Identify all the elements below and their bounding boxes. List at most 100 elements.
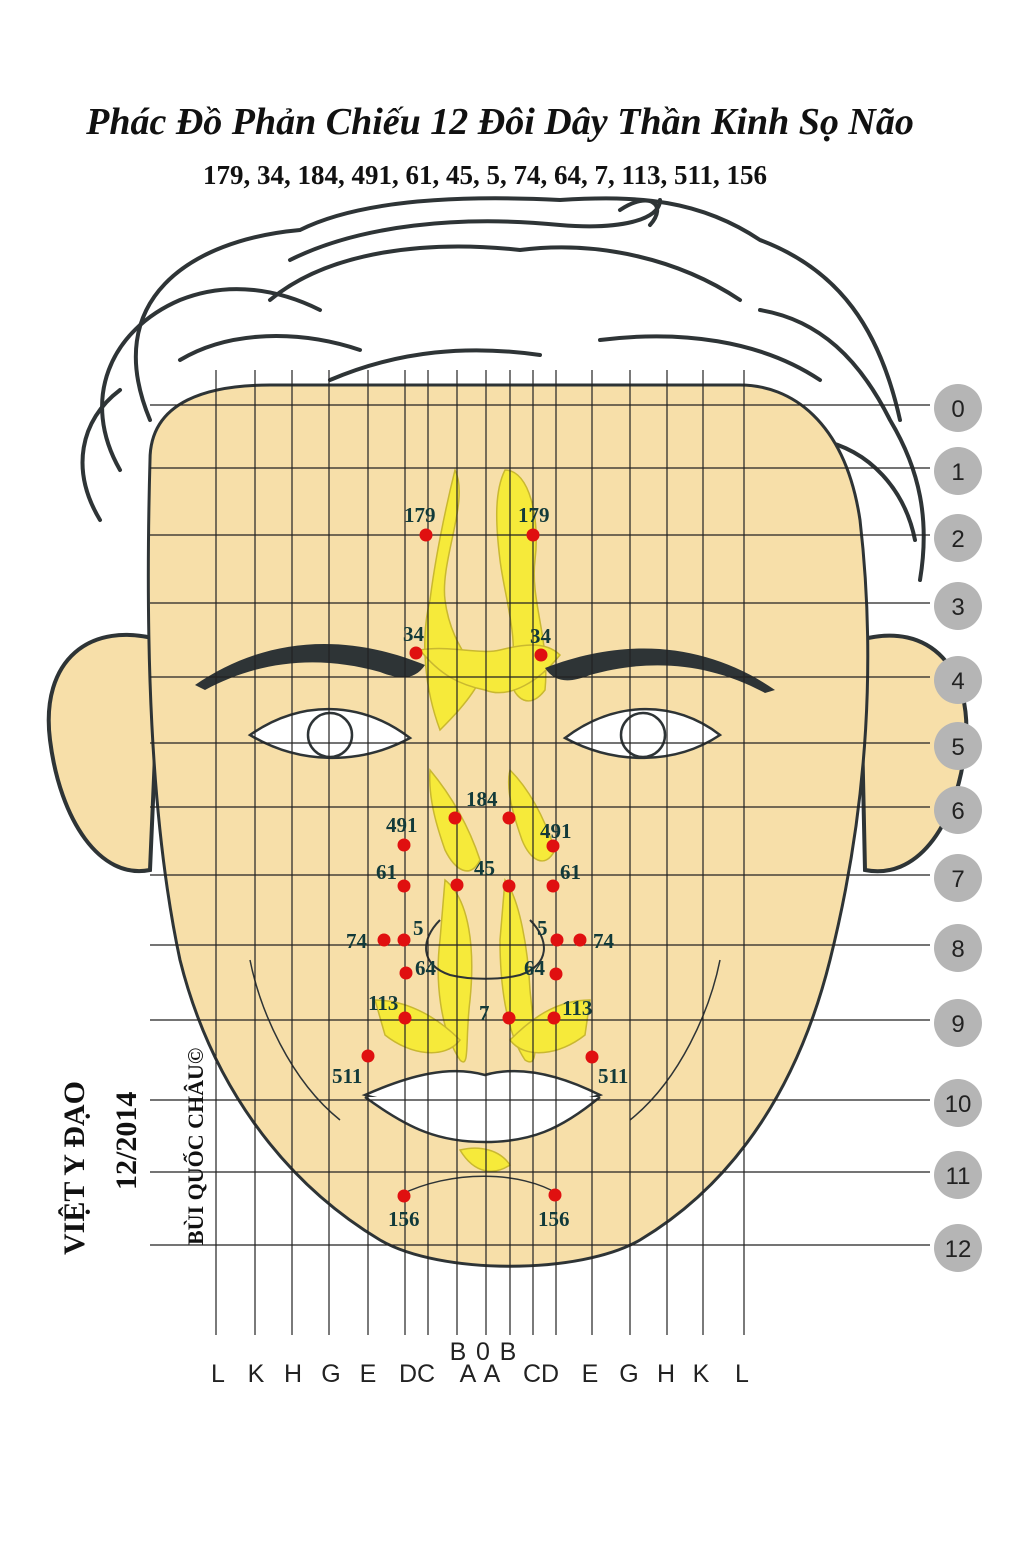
- reflex-point-label: 74: [593, 929, 615, 953]
- reflex-point-34-left: 34: [403, 622, 425, 660]
- column-label: G: [321, 1360, 340, 1388]
- reflex-point-label: 491: [386, 813, 418, 837]
- row-badge-label: 7: [951, 866, 964, 893]
- reflex-point-label: 156: [538, 1207, 570, 1231]
- reflex-point-dot: [397, 838, 411, 852]
- row-badge-label: 1: [951, 459, 964, 486]
- reflex-point-label: 511: [598, 1064, 628, 1088]
- column-label: A: [460, 1360, 477, 1388]
- reflex-point-dot: [399, 966, 413, 980]
- reflex-point-511-left: 511: [332, 1049, 375, 1088]
- reflex-point-dot: [377, 933, 391, 947]
- reflex-point-dot: [546, 879, 560, 893]
- reflex-point-dot: [397, 879, 411, 893]
- reflex-point-dot: [547, 1011, 561, 1025]
- grid-lines: [150, 370, 930, 1335]
- reflex-point-label: 61: [560, 860, 581, 884]
- page-title: Phác Đồ Phản Chiếu 12 Đôi Dây Thần Kinh …: [86, 101, 914, 143]
- reflex-point-label: 34: [530, 624, 552, 648]
- row-badge-0: 0: [934, 384, 982, 432]
- reflex-point-179-left: 179: [404, 503, 436, 542]
- row-badge-circle: [934, 722, 982, 770]
- row-badge-label: 11: [946, 1163, 971, 1190]
- row-badge-label: 2: [951, 526, 964, 553]
- reflex-point-dot: [409, 646, 423, 660]
- reflex-point-label: 5: [413, 916, 424, 940]
- row-badge-circle: [934, 384, 982, 432]
- reflex-point-dot: [502, 1011, 516, 1025]
- reflex-point-61-left: 61: [376, 860, 411, 893]
- reflex-point-113-left: 113: [368, 991, 412, 1025]
- column-label: K: [693, 1360, 710, 1388]
- row-badge-8: 8: [934, 924, 982, 972]
- reflex-point-dot: [361, 1049, 375, 1063]
- row-badge-10: 10: [934, 1079, 982, 1127]
- column-label: A: [484, 1360, 501, 1388]
- reflex-point-dot: [548, 1188, 562, 1202]
- reflex-point-dot: [419, 528, 433, 542]
- column-label-top: B: [450, 1338, 467, 1366]
- reflex-point-label: 45: [474, 856, 495, 880]
- reflex-point-156-right: 156: [538, 1188, 570, 1231]
- row-badge-4: 4: [934, 656, 982, 704]
- column-label: CD: [523, 1360, 559, 1388]
- reflex-point-label: 113: [562, 996, 592, 1020]
- reflex-point-dot: [546, 839, 560, 853]
- reflex-point-label: 184: [466, 787, 498, 811]
- row-badge-3: 3: [934, 582, 982, 630]
- date-label: 12/2014: [110, 1091, 143, 1190]
- reflex-point-dot: [549, 967, 563, 981]
- reflex-point-label: 179: [404, 503, 436, 527]
- reflex-point-64-right: 64: [524, 956, 563, 981]
- column-label: G: [619, 1360, 638, 1388]
- reflex-point-5-right: 5: [537, 916, 564, 947]
- row-badge-label: 12: [945, 1236, 972, 1263]
- row-badge-7: 7: [934, 854, 982, 902]
- column-label: K: [248, 1360, 265, 1388]
- row-badge-12: 12: [934, 1224, 982, 1272]
- reflex-point-34-right: 34: [530, 624, 552, 662]
- row-badge-label: 9: [951, 1011, 964, 1038]
- reflex-point-label: 511: [332, 1064, 362, 1088]
- reflex-point-label: 7: [479, 1001, 490, 1025]
- column-label: L: [211, 1360, 225, 1388]
- hair-illustration: [80, 196, 926, 582]
- reflex-point-dot: [397, 1189, 411, 1203]
- reflex-point-dot: [448, 811, 462, 825]
- reflex-point-dot: [502, 811, 516, 825]
- column-label: H: [284, 1360, 302, 1388]
- reflex-point-179-right: 179: [518, 503, 550, 542]
- row-badge-2: 2: [934, 514, 982, 562]
- reflex-point-label: 61: [376, 860, 397, 884]
- reflex-point-label: 113: [368, 991, 398, 1015]
- reflex-points: 179 179 34 34 184 491 491 61 61 45 74 5 5 74 64 64 113 7 1…: [332, 503, 628, 1231]
- row-badge-label: 4: [951, 668, 964, 695]
- reflex-point-491-left: 491: [386, 813, 418, 852]
- row-badge-circle: [934, 514, 982, 562]
- reflex-point-dot: [573, 933, 587, 947]
- row-badge-5: 5: [934, 722, 982, 770]
- row-badge-circle: [934, 1079, 982, 1127]
- reflex-point-dot: [526, 528, 540, 542]
- reflex-point-7-center: 7: [479, 1001, 516, 1025]
- row-badge-circle: [934, 924, 982, 972]
- column-label-top: 0: [476, 1338, 490, 1366]
- row-badge-circle: [934, 656, 982, 704]
- column-label: DC: [399, 1360, 435, 1388]
- reflex-point-dot: [398, 1011, 412, 1025]
- column-label: L: [735, 1360, 749, 1388]
- org-label: VIỆT Y ĐẠO: [58, 1081, 91, 1255]
- row-badge-label: 5: [951, 734, 964, 761]
- reflex-point-491-right: 491: [540, 819, 572, 853]
- row-badge-circle: [934, 1151, 982, 1199]
- reflex-point-dot: [585, 1050, 599, 1064]
- reflex-point-dot: [502, 879, 516, 893]
- reflex-point-dot: [534, 648, 548, 662]
- row-badge-11: 11: [934, 1151, 982, 1199]
- reflex-point-61-right: 61: [546, 860, 581, 893]
- row-badge-circle: [934, 854, 982, 902]
- reflex-point-dot: [550, 933, 564, 947]
- column-label: H: [657, 1360, 675, 1388]
- reflex-point-label: 5: [537, 916, 548, 940]
